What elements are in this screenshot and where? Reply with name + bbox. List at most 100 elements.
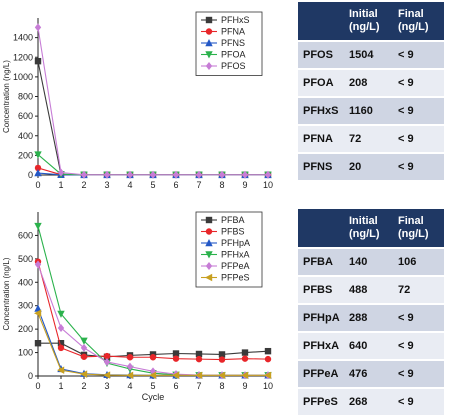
data-point-pfhxs — [34, 57, 42, 65]
legend-label: PFHxS — [221, 15, 250, 25]
legend-item: PFHpA — [201, 238, 250, 248]
y-tick-label: 1000 — [13, 72, 33, 82]
legend-item: PFBS — [201, 227, 245, 237]
series-pfpes — [34, 309, 272, 379]
legend-item: PFNA — [201, 27, 245, 37]
legend-marker — [205, 62, 213, 70]
y-tick-label: 500 — [18, 254, 33, 264]
legend-marker — [205, 273, 213, 282]
x-tick-label: 6 — [173, 381, 178, 391]
x-tick-label: 1 — [58, 381, 63, 391]
series-line-pfhpa — [37, 308, 268, 376]
data-point-pfhxa — [57, 310, 65, 318]
x-tick-label: 4 — [127, 180, 132, 190]
table-row: PFHpA 288 < 9 — [298, 304, 444, 333]
legend-marker — [205, 216, 213, 224]
data-point-pfoa — [34, 151, 42, 159]
header-cell — [298, 209, 344, 249]
data-point-pfos — [34, 23, 42, 32]
initial-cell: 208 — [344, 69, 393, 98]
data-point-pfos — [218, 170, 226, 179]
x-tick-label: 6 — [173, 180, 178, 190]
data-point-pfpes — [264, 371, 272, 379]
final-cell: < 9 — [393, 332, 444, 361]
data-point-pfhxa — [34, 222, 42, 231]
compound-cell: PFHxA — [298, 332, 344, 361]
compound-cell: PFHpA — [298, 304, 344, 333]
header-cell-initial: Initial (ng/L) — [344, 209, 393, 249]
y-tick-label: 200 — [18, 150, 33, 160]
legend-item: PFHxS — [201, 15, 250, 25]
final-cell: < 9 — [393, 97, 444, 126]
final-cell: < 9 — [393, 388, 444, 417]
data-point-pfhxa — [80, 337, 88, 345]
final-cell: < 9 — [393, 69, 444, 98]
table-row: PFNS 20 < 9 — [298, 153, 444, 182]
x-tick-label: 8 — [219, 381, 224, 391]
y-tick-label: 1400 — [13, 33, 33, 43]
data-point-pfpes — [195, 371, 203, 379]
legend-label: PFPeS — [221, 273, 250, 283]
legend-label: PFHpA — [221, 238, 250, 248]
data-point-pfpes — [172, 371, 180, 379]
compound-cell: PFBA — [298, 248, 344, 277]
legend-item: PFPeA — [201, 261, 250, 271]
data-point-pfpes — [126, 371, 134, 379]
table-bottom-header: Initial (ng/L) Final (ng/L) — [298, 209, 444, 249]
y-tick-label: 800 — [18, 92, 33, 102]
header-cell-initial: Initial (ng/L) — [344, 2, 393, 42]
data-point-pfpea — [57, 323, 65, 332]
table-top-header: Initial (ng/L) Final (ng/L) — [298, 2, 444, 42]
data-point-pfbs — [218, 356, 226, 363]
table-row: PFBA 140 106 — [298, 248, 444, 277]
chart-bottom: 0 1 2 3 4 5 6 7 8 9 100100200300400500600Concentra… — [2, 211, 273, 402]
initial-cell: 476 — [344, 360, 393, 389]
initial-cell: 488 — [344, 276, 393, 305]
y-tick-label: 400 — [18, 131, 33, 141]
compound-cell: PFOS — [298, 41, 344, 70]
data-point-pfos — [195, 170, 203, 179]
data-point-pfos — [103, 170, 111, 179]
initial-cell: 640 — [344, 332, 393, 361]
x-tick-label: 2 — [81, 381, 86, 391]
header-cell-final: Final (ng/L) — [393, 2, 444, 42]
legend-item: PFOS — [201, 61, 246, 71]
legend-label: PFPeA — [221, 261, 250, 271]
x-tick-label: 10 — [263, 381, 273, 391]
series-line-pfpes — [37, 313, 268, 376]
compound-cell: PFNA — [298, 125, 344, 154]
legend-item: PFPeS — [201, 273, 250, 283]
data-point-pfos — [172, 170, 180, 179]
table-row: PFHxA 640 < 9 — [298, 332, 444, 361]
series-pfbs — [34, 258, 272, 363]
data-point-pfpes — [57, 366, 65, 374]
data-point-pfpea — [126, 362, 134, 371]
final-cell: 72 — [393, 276, 444, 305]
data-point-pfpea — [34, 260, 42, 269]
x-tick-label: 0 — [35, 381, 40, 391]
data-point-pfba — [218, 351, 226, 358]
x-tick-label: 5 — [150, 381, 155, 391]
y-tick-label: 600 — [18, 111, 33, 121]
data-point-pfpea — [103, 357, 111, 366]
legend-label: PFNA — [221, 27, 245, 37]
legend-marker — [205, 28, 213, 35]
initial-cell: 268 — [344, 388, 393, 417]
data-point-pfbs — [264, 355, 272, 363]
x-tick-label: 7 — [196, 381, 201, 391]
data-point-pfos — [57, 168, 65, 177]
y-tick-label: 100 — [18, 348, 33, 358]
data-point-pfpes — [80, 370, 88, 378]
compound-cell: PFOA — [298, 69, 344, 98]
data-point-pfbs — [103, 352, 111, 360]
chart-top: 0 1 2 3 4 5 6 7 8 9 10 0 200 400 600 800 1000 1200 1400 Con… — [2, 11, 273, 190]
compound-cell: PFPeA — [298, 360, 344, 389]
data-point-pfpes — [218, 371, 226, 379]
series-pfos — [34, 23, 272, 179]
x-tick-label: 8 — [219, 180, 224, 190]
x-tick-label: 4 — [127, 381, 132, 391]
final-cell: < 9 — [393, 153, 444, 182]
table-row: PFHxS 1160 < 9 — [298, 97, 444, 126]
